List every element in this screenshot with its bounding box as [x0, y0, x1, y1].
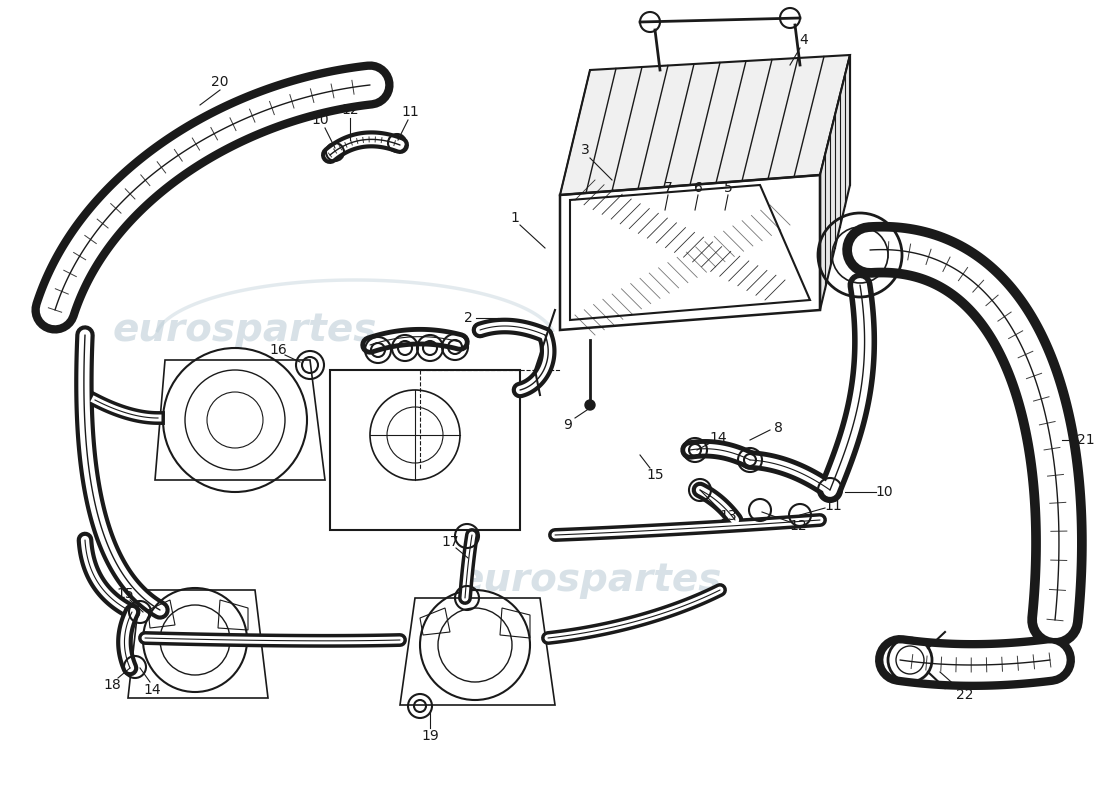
Text: 10: 10 [876, 485, 893, 499]
Text: 7: 7 [663, 181, 672, 195]
Text: 14: 14 [143, 683, 161, 697]
Polygon shape [570, 185, 810, 320]
Polygon shape [820, 55, 850, 310]
Text: 9: 9 [563, 418, 572, 432]
Text: 8: 8 [773, 421, 782, 435]
Text: 4: 4 [800, 33, 808, 47]
Text: eurospartes: eurospartes [458, 561, 723, 599]
Text: 3: 3 [581, 143, 590, 157]
Text: 22: 22 [956, 688, 974, 702]
Text: 11: 11 [402, 105, 419, 119]
Text: 11: 11 [824, 499, 842, 513]
Text: 2: 2 [463, 311, 472, 325]
Text: 1: 1 [510, 211, 519, 225]
Text: 12: 12 [789, 519, 806, 533]
Text: 15: 15 [646, 468, 663, 482]
Polygon shape [560, 55, 850, 195]
Circle shape [585, 400, 595, 410]
Text: 18: 18 [103, 678, 121, 692]
Text: 14: 14 [710, 431, 727, 445]
Text: eurospartes: eurospartes [113, 311, 377, 349]
Text: 20: 20 [211, 75, 229, 89]
Text: 19: 19 [421, 729, 439, 743]
Text: 12: 12 [341, 103, 359, 117]
Text: 21: 21 [1077, 433, 1094, 447]
Text: 10: 10 [311, 113, 329, 127]
Text: 5: 5 [724, 181, 733, 195]
Text: 15: 15 [117, 587, 134, 601]
Text: 6: 6 [694, 181, 703, 195]
Text: 13: 13 [719, 509, 737, 523]
Text: 16: 16 [270, 343, 287, 357]
Text: 17: 17 [441, 535, 459, 549]
